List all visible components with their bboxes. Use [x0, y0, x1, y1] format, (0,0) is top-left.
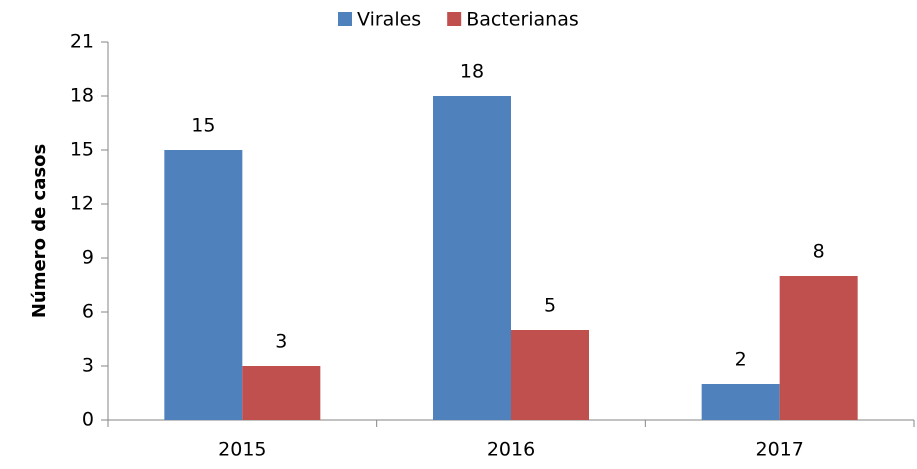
- y-tick-label: 0: [82, 409, 94, 431]
- x-tick-label: 2017: [755, 439, 803, 461]
- bar: [701, 384, 780, 420]
- x-tick-label: 2016: [487, 439, 535, 461]
- data-label: 15: [191, 115, 215, 137]
- data-label: 3: [275, 331, 287, 353]
- y-tick-label: 18: [70, 85, 94, 107]
- y-tick-label: 3: [82, 355, 94, 377]
- y-axis-label: Número de casos: [29, 144, 50, 318]
- legend-swatch: [338, 12, 352, 26]
- y-tick-label: 9: [82, 247, 94, 269]
- legend-label: Bacterianas: [466, 9, 579, 31]
- data-label: 2: [735, 349, 747, 371]
- y-tick-label: 12: [70, 193, 94, 215]
- legend-swatch: [447, 12, 462, 26]
- data-label: 5: [544, 295, 556, 317]
- bar: [242, 366, 321, 420]
- bar: [164, 150, 243, 420]
- data-label: 8: [813, 241, 825, 263]
- y-tick-label: 15: [70, 139, 94, 161]
- bar: [511, 330, 589, 420]
- bar: [779, 276, 858, 420]
- x-tick-label: 2015: [218, 439, 266, 461]
- bar: [433, 96, 511, 420]
- data-label: 18: [460, 61, 484, 83]
- legend-label: Virales: [357, 9, 421, 31]
- y-tick-label: 6: [82, 301, 94, 323]
- y-tick-label: 21: [70, 31, 94, 53]
